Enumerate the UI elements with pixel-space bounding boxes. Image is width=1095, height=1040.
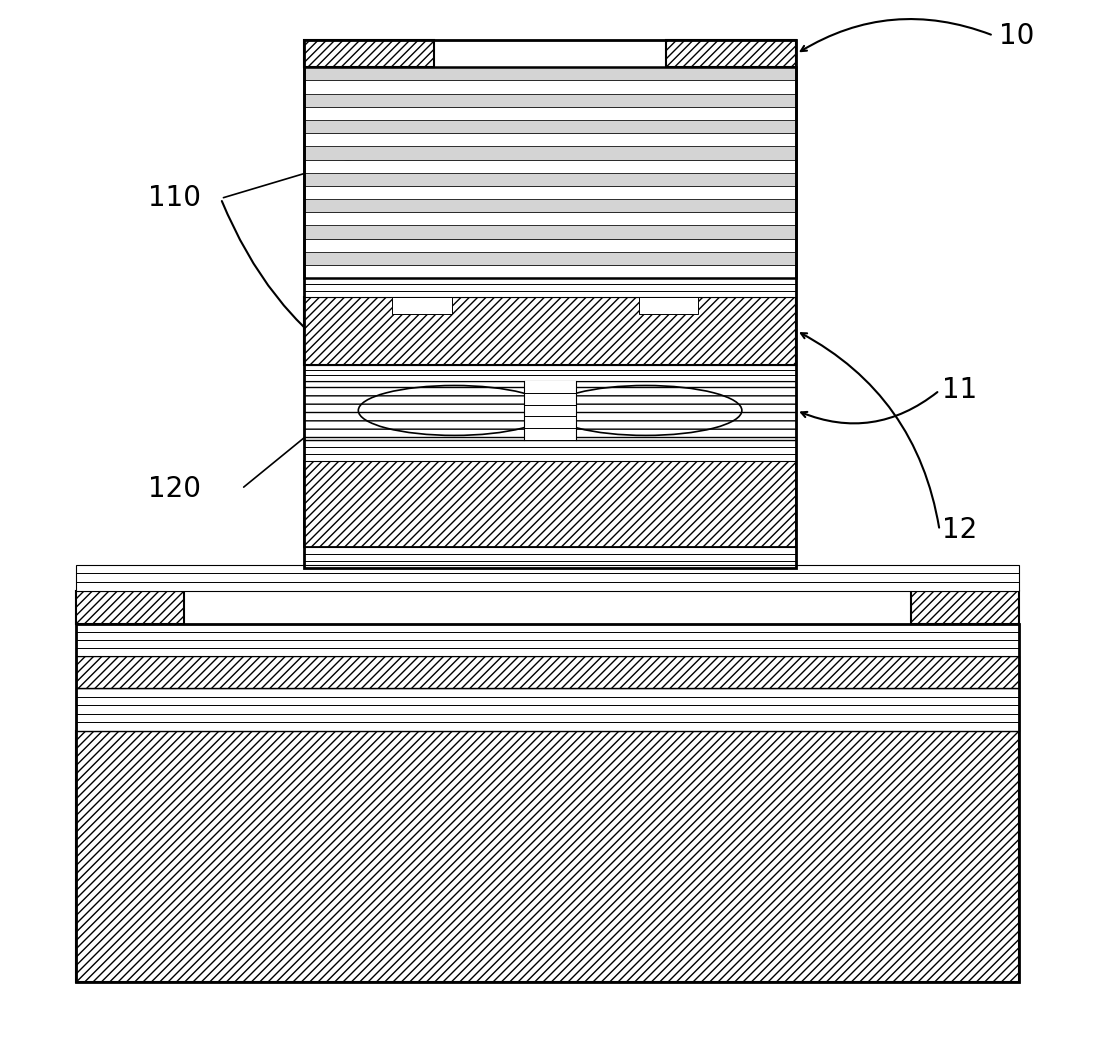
Bar [303,461,796,547]
Text: 120: 120 [148,475,201,503]
Bar [303,107,796,120]
Bar [303,80,796,94]
Bar [76,565,1019,591]
Text: 12: 12 [942,517,977,544]
Bar [76,688,1019,731]
Bar [638,297,698,314]
Bar [76,624,1019,656]
Bar [76,624,1019,982]
Bar [303,173,796,186]
Bar [666,41,796,68]
Bar [76,591,184,624]
Bar [911,591,1019,624]
Bar [303,381,796,440]
Bar [303,41,435,68]
Bar [303,440,796,461]
Bar [525,381,576,440]
Bar [303,297,796,365]
Bar [303,133,796,147]
Bar [303,365,796,381]
Bar [303,199,796,212]
Text: 10: 10 [999,22,1034,50]
Bar [303,212,796,226]
Bar [303,265,796,278]
Ellipse shape [358,386,551,436]
Bar [303,159,796,173]
Bar [303,120,796,133]
Bar [303,147,796,159]
Bar [303,68,796,80]
Bar [303,278,796,297]
Text: 110: 110 [148,184,201,212]
Bar [303,547,796,568]
Bar [303,238,796,252]
Bar [303,94,796,107]
Text: 11: 11 [942,376,977,405]
Bar [303,226,796,238]
Bar [392,297,451,314]
Ellipse shape [550,386,742,436]
Bar [303,186,796,199]
Bar [303,252,796,265]
Bar [76,731,1019,982]
Bar [303,41,796,568]
Bar [76,656,1019,688]
Bar [303,68,796,278]
